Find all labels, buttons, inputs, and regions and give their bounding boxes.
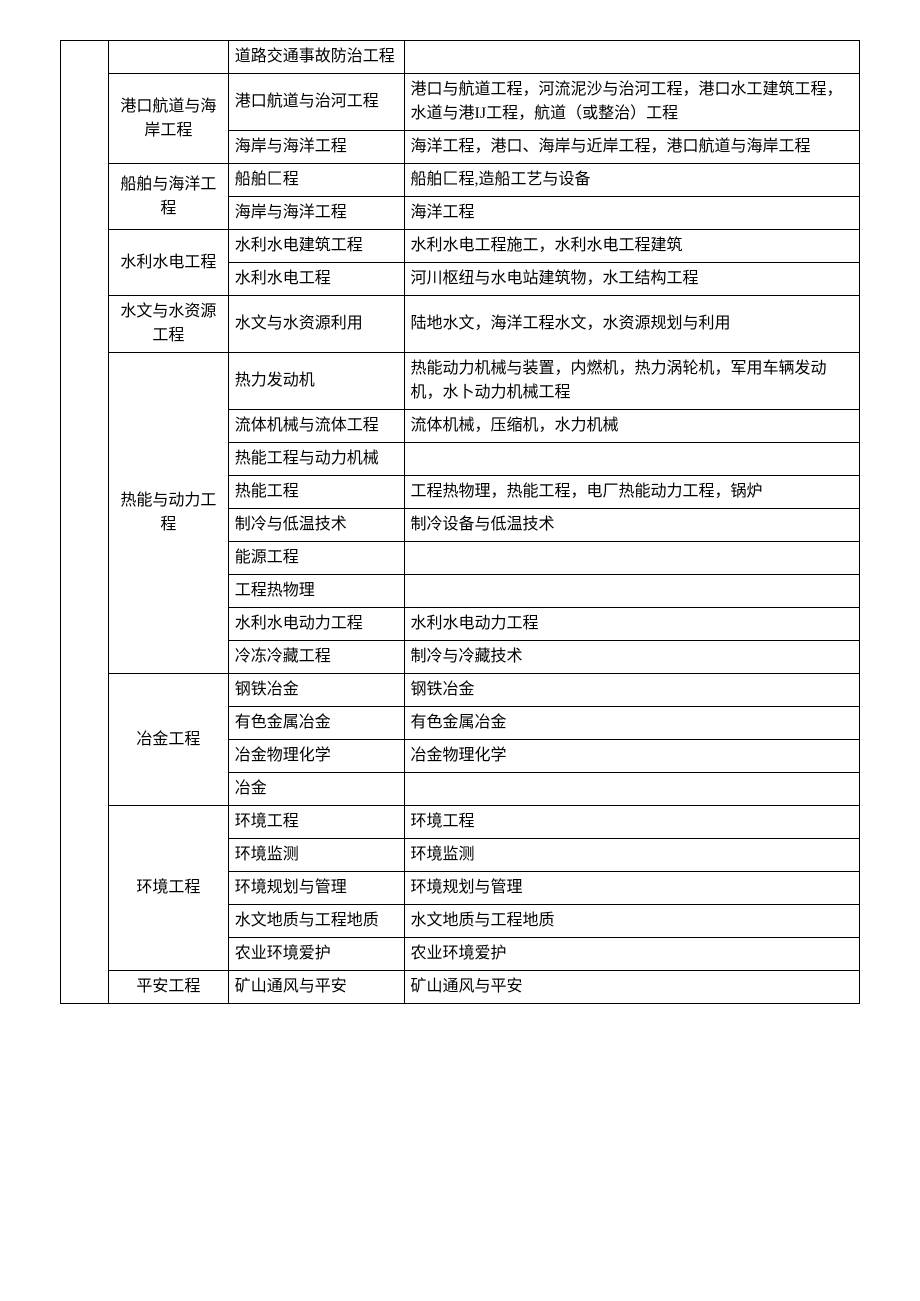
specialty-cell: 工程热物理 bbox=[228, 575, 404, 608]
major-cell: 冶金工程 bbox=[108, 674, 228, 806]
specialty-cell: 热能工程与动力机械 bbox=[228, 443, 404, 476]
detail-cell: 流体机械，压缩机，水力机械 bbox=[404, 410, 859, 443]
detail-cell bbox=[404, 575, 859, 608]
detail-cell: 水利水电工程施工，水利水电工程建筑 bbox=[404, 230, 859, 263]
specialty-cell: 海岸与海洋工程 bbox=[228, 197, 404, 230]
specialty-cell: 矿山通风与平安 bbox=[228, 971, 404, 1004]
specialty-cell: 环境规划与管理 bbox=[228, 872, 404, 905]
major-cell bbox=[108, 41, 228, 74]
table-row: 热能与动力工程热力发动机热能动力机械与装置，内燃机，热力涡轮机，军用车辆发动机，… bbox=[61, 353, 860, 410]
specialty-cell: 水利水电动力工程 bbox=[228, 608, 404, 641]
specialty-table: 道路交通事故防治工程港口航道与海岸工程港口航道与治河工程港口与航道工程，河流泥沙… bbox=[60, 40, 860, 1004]
detail-cell: 水利水电动力工程 bbox=[404, 608, 859, 641]
detail-cell bbox=[404, 443, 859, 476]
specialty-cell: 流体机械与流体工程 bbox=[228, 410, 404, 443]
specialty-cell: 环境工程 bbox=[228, 806, 404, 839]
specialty-cell: 船舶匚程 bbox=[228, 164, 404, 197]
specialty-cell: 水文地质与工程地质 bbox=[228, 905, 404, 938]
table-row: 道路交通事故防治工程 bbox=[61, 41, 860, 74]
specialty-cell: 冶金物理化学 bbox=[228, 740, 404, 773]
detail-cell: 环境工程 bbox=[404, 806, 859, 839]
detail-cell bbox=[404, 773, 859, 806]
table-row: 水利水电工程水利水电建筑工程水利水电工程施工，水利水电工程建筑 bbox=[61, 230, 860, 263]
major-cell: 船舶与海洋工程 bbox=[108, 164, 228, 230]
detail-cell: 港口与航道工程，河流泥沙与治河工程，港口水工建筑工程，水道与港IJ工程，航道（或… bbox=[404, 74, 859, 131]
detail-cell bbox=[404, 542, 859, 575]
specialty-cell: 水文与水资源利用 bbox=[228, 296, 404, 353]
specialty-cell: 能源工程 bbox=[228, 542, 404, 575]
detail-cell: 环境监测 bbox=[404, 839, 859, 872]
detail-cell: 河川枢纽与水电站建筑物，水工结构工程 bbox=[404, 263, 859, 296]
detail-cell: 热能动力机械与装置，内燃机，热力涡轮机，军用车辆发动机，水卜动力机械工程 bbox=[404, 353, 859, 410]
detail-cell: 陆地水文，海洋工程水文，水资源规划与利用 bbox=[404, 296, 859, 353]
table-row: 平安工程矿山通风与平安矿山通风与平安 bbox=[61, 971, 860, 1004]
detail-cell: 海洋工程 bbox=[404, 197, 859, 230]
specialty-cell: 道路交通事故防治工程 bbox=[228, 41, 404, 74]
table-row: 船舶与海洋工程船舶匚程船舶匚程,造船工艺与设备 bbox=[61, 164, 860, 197]
specialty-cell: 海岸与海洋工程 bbox=[228, 131, 404, 164]
specialty-cell: 热力发动机 bbox=[228, 353, 404, 410]
specialty-cell: 有色金属冶金 bbox=[228, 707, 404, 740]
table-row: 港口航道与海岸工程港口航道与治河工程港口与航道工程，河流泥沙与治河工程，港口水工… bbox=[61, 74, 860, 131]
major-cell: 热能与动力工程 bbox=[108, 353, 228, 674]
detail-cell: 工程热物理，热能工程，电厂热能动力工程，锅炉 bbox=[404, 476, 859, 509]
specialty-cell: 水利水电建筑工程 bbox=[228, 230, 404, 263]
specialty-cell: 农业环境爱护 bbox=[228, 938, 404, 971]
specialty-cell: 冶金 bbox=[228, 773, 404, 806]
detail-cell: 船舶匚程,造船工艺与设备 bbox=[404, 164, 859, 197]
specialty-cell: 环境监测 bbox=[228, 839, 404, 872]
specialty-cell: 港口航道与治河工程 bbox=[228, 74, 404, 131]
table-row: 冶金工程钢铁冶金钢铁冶金 bbox=[61, 674, 860, 707]
detail-cell: 钢铁冶金 bbox=[404, 674, 859, 707]
specialty-cell: 钢铁冶金 bbox=[228, 674, 404, 707]
detail-cell: 农业环境爱护 bbox=[404, 938, 859, 971]
detail-cell: 环境规划与管理 bbox=[404, 872, 859, 905]
category-cell bbox=[61, 41, 109, 1004]
detail-cell bbox=[404, 41, 859, 74]
detail-cell: 制冷设备与低温技术 bbox=[404, 509, 859, 542]
major-cell: 水文与水资源工程 bbox=[108, 296, 228, 353]
specialty-cell: 热能工程 bbox=[228, 476, 404, 509]
table-row: 环境工程环境工程环境工程 bbox=[61, 806, 860, 839]
specialty-cell: 制冷与低温技术 bbox=[228, 509, 404, 542]
detail-cell: 有色金属冶金 bbox=[404, 707, 859, 740]
detail-cell: 水文地质与工程地质 bbox=[404, 905, 859, 938]
detail-cell: 海洋工程，港口、海岸与近岸工程，港口航道与海岸工程 bbox=[404, 131, 859, 164]
detail-cell: 冶金物理化学 bbox=[404, 740, 859, 773]
major-cell: 平安工程 bbox=[108, 971, 228, 1004]
major-cell: 水利水电工程 bbox=[108, 230, 228, 296]
major-cell: 环境工程 bbox=[108, 806, 228, 971]
specialty-cell: 水利水电工程 bbox=[228, 263, 404, 296]
table-row: 水文与水资源工程水文与水资源利用陆地水文，海洋工程水文，水资源规划与利用 bbox=[61, 296, 860, 353]
specialty-cell: 冷冻冷藏工程 bbox=[228, 641, 404, 674]
detail-cell: 制冷与冷藏技术 bbox=[404, 641, 859, 674]
major-cell: 港口航道与海岸工程 bbox=[108, 74, 228, 164]
detail-cell: 矿山通风与平安 bbox=[404, 971, 859, 1004]
